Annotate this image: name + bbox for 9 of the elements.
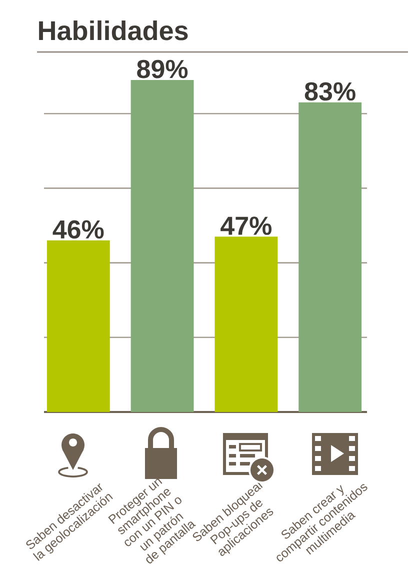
bar [214,236,278,412]
data-label: 89% [137,60,188,78]
data-label: 83% [304,82,356,101]
bar [130,80,194,412]
chart-title: Habilidades [39,20,188,40]
data-label: 46% [52,220,104,239]
bar [298,102,362,412]
data-label: 47% [220,216,272,235]
bar [46,240,110,412]
